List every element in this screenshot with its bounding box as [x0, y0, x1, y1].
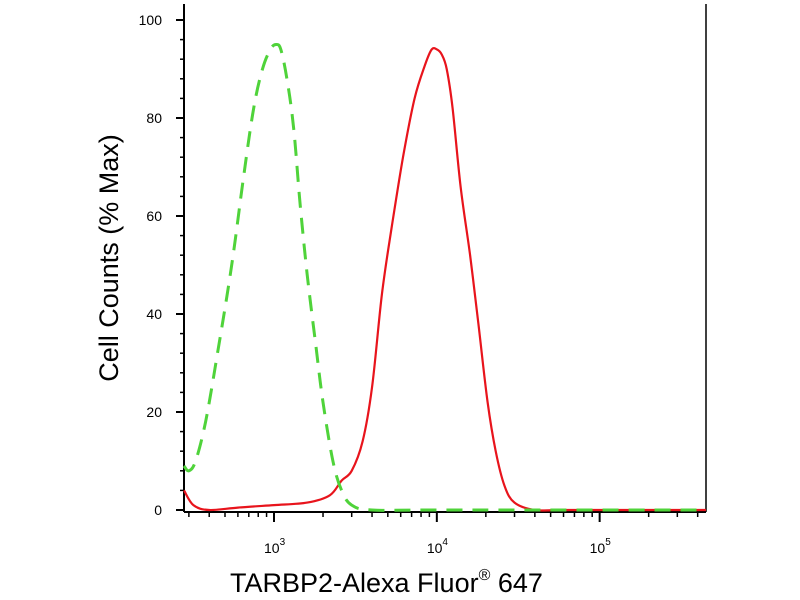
y-axis-ticks: 0 20 40 60 80 100 [139, 12, 184, 518]
x-axis-ticks: 103 104 105 [188, 512, 699, 556]
x-tick-label: 103 [264, 537, 286, 556]
x-tick-base: 10 [590, 540, 606, 556]
y-tick-label: 0 [154, 502, 162, 518]
y-tick-label: 40 [146, 306, 162, 322]
x-tick-exponent: 5 [605, 537, 611, 548]
x-tick-base: 10 [427, 540, 443, 556]
x-axis-title: TARBP2-Alexa Fluor® 647 [230, 567, 543, 598]
x-tick-exponent: 4 [442, 537, 448, 548]
x-tick-exponent: 3 [280, 537, 286, 548]
x-axis-title-registered-mark: ® [479, 567, 491, 584]
x-axis-title-suffix: 647 [490, 568, 543, 598]
y-tick-label: 100 [139, 12, 163, 28]
x-tick-base: 10 [264, 540, 280, 556]
y-axis-title: Cell Counts (% Max) [94, 134, 124, 382]
x-tick-label: 104 [427, 537, 449, 556]
x-axis-title-main: TARBP2-Alexa Fluor [230, 568, 479, 598]
y-tick-label: 20 [146, 404, 162, 420]
y-tick-label: 60 [146, 208, 162, 224]
y-tick-label: 80 [146, 110, 162, 126]
x-tick-label: 105 [590, 537, 612, 556]
series-layer [182, 42, 706, 512]
plot-frame [183, 4, 707, 513]
solid-series-line [183, 47, 706, 512]
dashed-series-line [182, 42, 706, 512]
